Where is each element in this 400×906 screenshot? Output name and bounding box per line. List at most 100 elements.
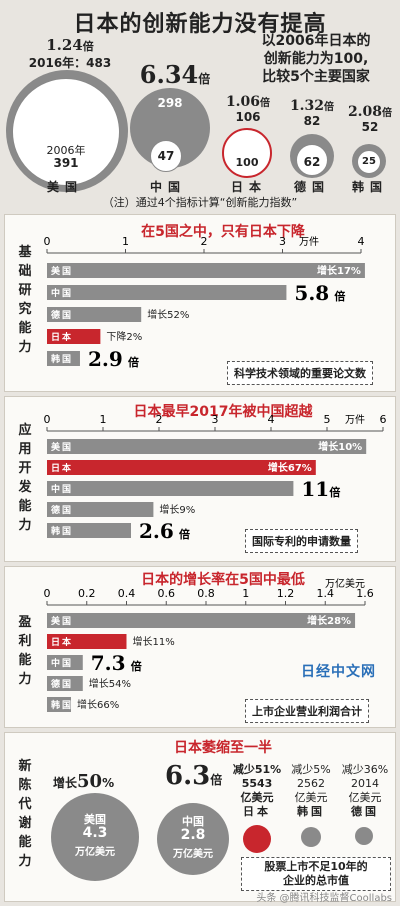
bar-change-note: 下降2% [106, 330, 142, 343]
us-2016-label: 2016年：483 [28, 56, 112, 70]
bar-country-label: 韩国 [51, 525, 73, 537]
bar [47, 460, 316, 475]
bar [47, 502, 154, 517]
metric-label: 国际专利的申请数量 [245, 529, 358, 553]
kr-column: 减少5% 2562 亿美元 韩国 [291, 763, 331, 818]
cn-name: 中国 [149, 180, 186, 194]
jp-circle-2006 [222, 128, 272, 178]
bar [47, 523, 131, 538]
bar [47, 676, 83, 691]
bar-multiplier-unit: 倍 [179, 527, 190, 541]
tick-label: 2 [201, 235, 208, 248]
tick-label: 1 [100, 413, 107, 426]
bar-change-note: 增长67% [268, 461, 312, 474]
de-ratio: 1.32倍 [289, 98, 335, 114]
panel-title: 日本的增长率在5国中最低 [141, 572, 305, 588]
axis-unit: 万亿美元 [325, 577, 365, 590]
bar-multiplier: 2.6 [139, 519, 174, 543]
bar [47, 613, 356, 628]
jp-market-cap-circle [243, 825, 271, 853]
bar [47, 351, 80, 366]
bar-change-note: 增长52% [147, 308, 189, 321]
us-2006-value: 391 [53, 156, 79, 170]
bar-country-label: 中国 [51, 657, 73, 669]
page-title: 日本的创新能力没有提高 [73, 12, 327, 37]
de-name: 德国 [293, 180, 330, 194]
tick-label: 1 [122, 235, 129, 248]
bar-change-note: 增长9% [159, 503, 195, 516]
kr-circle-2006 [357, 150, 381, 174]
us-circle-2006 [12, 78, 120, 186]
panel-title: 日本萎缩至一半 [174, 740, 272, 756]
cn-2016-value: 298 [157, 96, 183, 110]
tick-label: 0 [44, 235, 51, 248]
bar-change-note: 增长28% [307, 614, 351, 627]
panel-applied-dev: 应用开发能力 日本最早2017年被中国超越 0 1 2 3 4 5 6 万件 美国 增长10% 日本… [4, 396, 396, 562]
us-2006-year: 2006年 [46, 144, 86, 157]
us-name: 美国 [46, 180, 83, 194]
bar [47, 307, 142, 322]
bar-country-label: 日本 [51, 331, 73, 343]
bar-country-label: 韩国 [51, 699, 73, 711]
cn-market-cap-circle [157, 803, 229, 875]
bar-country-label: 韩国 [51, 353, 73, 365]
bar [47, 481, 294, 496]
kr-2006-value: 25 [362, 156, 376, 167]
cn-unit: 万亿美元 [173, 849, 213, 860]
metric-label: 科学技术领域的重要论文数 [227, 361, 373, 385]
tick-label: 0.8 [197, 587, 215, 600]
bar [47, 655, 83, 670]
cn-mult: 6.3倍 [165, 761, 223, 791]
us-name: 美国 [84, 813, 106, 826]
bar-country-label: 美国 [51, 615, 73, 627]
bar-multiplier: 5.8 [294, 281, 329, 305]
cn-name: 中国 [182, 815, 204, 828]
tick-label: 2 [156, 413, 163, 426]
cn-value: 2.8 [180, 827, 206, 843]
panel-profitability: 盈利能力 日本的增长率在5国中最低 0 0.2 0.4 0.6 0.8 1 1.2 1.4 1.… [4, 566, 396, 728]
tick-label: 3 [212, 413, 219, 426]
panel-label: 基础研究能力 [18, 245, 32, 355]
axis-unit: 万件 [299, 236, 319, 248]
bar-multiplier: 11 [301, 477, 329, 501]
bar-country-label: 日本 [51, 462, 73, 474]
kr-ratio: 2.08倍 [347, 104, 393, 120]
tick-label: 1.6 [356, 587, 374, 600]
kr-market-cap-circle [301, 827, 321, 847]
us-ratio: 1.24倍 [46, 36, 94, 54]
bar-multiplier: 2.9 [88, 347, 123, 371]
tick-label: 4 [358, 235, 365, 248]
us-unit: 万亿美元 [75, 847, 115, 858]
bar-change-note: 增长54% [89, 677, 131, 690]
bar [47, 285, 287, 300]
bar [47, 697, 71, 712]
bar-country-label: 德国 [51, 504, 73, 516]
bar-change-note: 增长66% [77, 698, 119, 711]
jp-column: 减少51% 5543 亿美元 日本 [232, 763, 282, 818]
bar-country-label: 日本 [51, 636, 73, 648]
kr-name: 韩国 [351, 180, 388, 194]
bar-country-label: 德国 [51, 309, 73, 321]
tick-label: 4 [268, 413, 275, 426]
cn-2006-value: 47 [157, 149, 175, 163]
bar-change-note: 增长11% [133, 635, 175, 648]
metric-label: 上市企业营业利润合计 [245, 699, 369, 723]
bar [47, 439, 367, 454]
tick-label: 1.2 [277, 587, 295, 600]
us-value: 4.3 [82, 825, 108, 841]
watermark-logo: 日经中文网 [301, 664, 376, 680]
panel-label: 新陈代谢能力 [18, 759, 32, 869]
de-market-cap-circle [355, 827, 373, 845]
panel-label: 盈利能力 [18, 615, 32, 687]
tick-label: 0.4 [118, 587, 136, 600]
bar-country-label: 中国 [51, 287, 73, 299]
tick-label: 0.6 [158, 587, 176, 600]
tick-label: 0.2 [78, 587, 96, 600]
de-2016-value: 82 [303, 114, 321, 128]
bar-multiplier-unit: 倍 [329, 485, 340, 499]
jp-ratio: 1.06倍 [225, 94, 271, 110]
us-market-cap-circle [51, 793, 139, 881]
bar [47, 329, 101, 344]
